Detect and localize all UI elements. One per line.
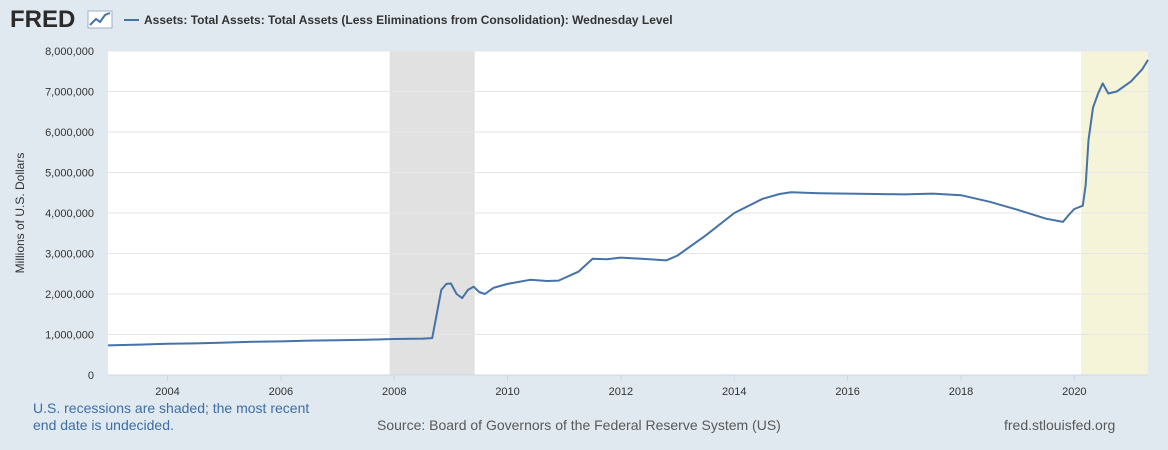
y-tick-label: 2,000,000	[45, 289, 94, 301]
x-tick-label: 2012	[609, 386, 633, 398]
y-tick-label: 0	[88, 370, 94, 382]
x-tick-label: 2018	[949, 386, 973, 398]
gridlines	[108, 50, 1148, 335]
y-tick-label: 5,000,000	[45, 168, 94, 180]
y-tick-label: 6,000,000	[45, 127, 94, 139]
y-tick-label: 3,000,000	[45, 249, 94, 261]
fred-logo[interactable]: FRED	[10, 6, 113, 33]
y-axis-ticks: 0 1,000,000 2,000,000 3,000,000 4,000,000 5,0…	[45, 46, 94, 382]
legend-label: Assets: Total Assets: Total Assets (Less…	[144, 13, 673, 27]
x-tick-label: 2004	[155, 386, 179, 398]
y-tick-label: 7,000,000	[45, 87, 94, 99]
source-text: Source: Board of Governors of the Federa…	[377, 417, 781, 433]
y-tick-label: 1,000,000	[45, 330, 94, 342]
line-chart-icon	[87, 10, 113, 29]
logo-text: FRED	[10, 6, 75, 33]
series-line	[107, 59, 1149, 347]
site-link[interactable]: fred.stlouisfed.org	[1004, 417, 1116, 433]
x-tick-label: 2014	[722, 386, 746, 398]
x-tick-label: 2008	[382, 386, 406, 398]
y-tick-label: 4,000,000	[45, 208, 94, 220]
legend: Assets: Total Assets: Total Assets (Less…	[124, 13, 673, 27]
x-tick-label: 2006	[269, 386, 293, 398]
y-tick-label: 8,000,000	[45, 46, 94, 58]
y-axis-label: Millions of U.S. Dollars	[13, 153, 27, 274]
x-axis-ticks: 2004 2006 2008 2010 2012 2014 2016 2018 2020	[155, 375, 1087, 398]
x-tick-label: 2020	[1062, 386, 1086, 398]
x-tick-label: 2010	[495, 386, 519, 398]
x-tick-label: 2016	[835, 386, 859, 398]
recession-note: U.S. recessions are shaded; the most rec…	[33, 400, 310, 433]
